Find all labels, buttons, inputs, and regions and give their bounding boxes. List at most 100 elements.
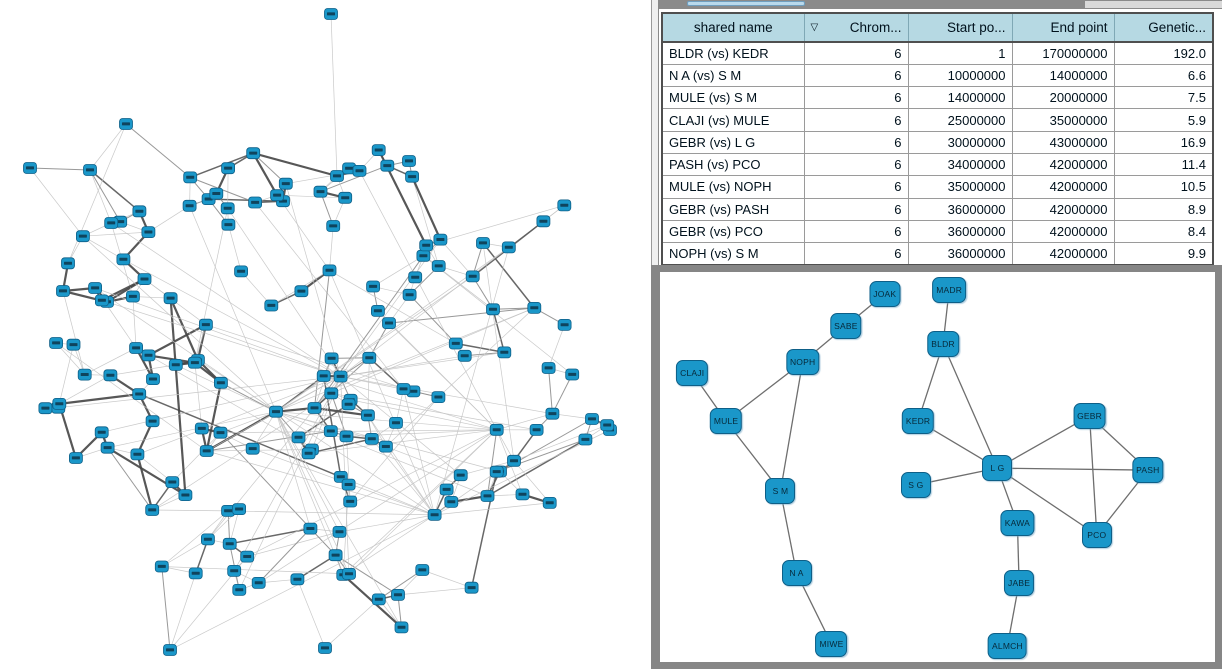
node-label-glyph	[548, 412, 557, 416]
edge	[220, 432, 336, 556]
edge	[276, 194, 330, 271]
table-row[interactable]: GEBR (vs) PCO 6 36000000 42000000 8.4	[661, 219, 1214, 244]
edge	[84, 347, 137, 375]
node-label-glyph	[345, 572, 353, 576]
node-label-glyph	[97, 298, 106, 302]
node-label-glyph	[346, 499, 355, 503]
node-label-glyph	[326, 429, 335, 433]
node-label-glyph	[190, 361, 199, 365]
node-label-glyph	[336, 475, 345, 479]
node-gebr[interactable]: GEBR	[1073, 402, 1107, 429]
edge-noph-sm[interactable]	[779, 361, 804, 492]
column-header-end-point[interactable]: End point	[1011, 12, 1115, 43]
node-joak[interactable]: JOAK	[869, 280, 901, 307]
node-label-glyph	[367, 437, 376, 441]
node-label-glyph	[331, 553, 340, 557]
table-row[interactable]: PASH (vs) PCO 6 34000000 42000000 11.4	[661, 152, 1214, 177]
full-network-edges	[29, 13, 611, 651]
node-label-glyph	[369, 284, 378, 288]
table-cell: 5.9	[1113, 108, 1214, 132]
node-label-glyph	[166, 648, 174, 652]
table-row[interactable]: N A (vs) S M 6 10000000 14000000 6.6	[661, 63, 1214, 88]
edge	[340, 239, 441, 377]
node-pco[interactable]: PCO	[1081, 521, 1112, 548]
column-header-chrom---[interactable]: ▽ Chrom...	[803, 12, 909, 43]
node-sabe[interactable]: SABE	[830, 312, 862, 339]
node-jabe[interactable]: JABE	[1004, 569, 1035, 596]
node-label-glyph	[383, 164, 392, 168]
top-scrollbar-strip[interactable]	[659, 0, 1222, 9]
edge	[55, 342, 207, 452]
table-row[interactable]: MULE (vs) S M 6 14000000 20000000 7.5	[661, 86, 1214, 110]
node-label-glyph	[504, 245, 513, 249]
node-label-glyph	[394, 593, 402, 597]
node-almch[interactable]: ALMCH	[988, 633, 1027, 659]
edge-lg-pash[interactable]	[997, 467, 1148, 471]
table-cell: 42000000	[1011, 242, 1115, 266]
table-row[interactable]: MULE (vs) NOPH 6 35000000 42000000 10.5	[661, 175, 1214, 199]
full-network-panel[interactable]	[0, 0, 651, 669]
node-label-glyph	[133, 452, 142, 456]
subnetwork-canvas[interactable]: JOAK MADR SABE BLDR NOPH CLAJI MULE KEDR GEBR L G…	[660, 272, 1215, 662]
edge	[308, 438, 372, 455]
node-claji[interactable]: CLAJI	[676, 360, 709, 386]
column-header-shared-name[interactable]: shared name	[661, 12, 805, 43]
table-row[interactable]: GEBR (vs) L G 6 30000000 43000000 16.9	[661, 130, 1214, 154]
node-pash[interactable]: PASH	[1132, 457, 1164, 484]
node-miwe[interactable]: MIWE	[815, 631, 848, 658]
edge	[324, 599, 380, 649]
scrollbar-thumb[interactable]	[687, 1, 805, 6]
node-label-glyph	[203, 537, 212, 541]
node-kedr[interactable]: KEDR	[901, 407, 935, 434]
filter-icon[interactable]: ▽	[810, 21, 819, 33]
table-row[interactable]: CLAJI (vs) MULE 6 25000000 35000000 5.9	[661, 108, 1214, 132]
node-label-glyph	[144, 230, 153, 234]
node-label-glyph	[381, 445, 390, 448]
edge	[434, 471, 497, 516]
node-sg[interactable]: S G	[900, 471, 931, 498]
node-label-glyph	[335, 530, 344, 534]
edge	[335, 554, 399, 596]
column-label: Chrom...	[849, 20, 902, 35]
edge	[161, 566, 171, 651]
node-na[interactable]: N A	[781, 560, 812, 587]
edge	[423, 255, 573, 375]
edge	[297, 579, 326, 649]
full-network-canvas[interactable]	[0, 0, 651, 669]
node-lg[interactable]: L G	[982, 455, 1013, 482]
edge	[330, 393, 347, 437]
edge	[470, 471, 498, 588]
edge	[331, 307, 535, 394]
node-noph[interactable]: NOPH	[785, 349, 820, 376]
node-label-glyph	[212, 192, 221, 195]
node-bldr[interactable]: BLDR	[927, 331, 959, 358]
column-header-genetic---[interactable]: Genetic...	[1113, 12, 1214, 43]
node-label-glyph	[191, 571, 200, 575]
table-cell: 192.0	[1113, 41, 1214, 65]
node-sm[interactable]: S M	[765, 478, 796, 505]
edge	[329, 225, 334, 271]
edge-lg-pco[interactable]	[997, 467, 1098, 536]
edge-bldr-lg[interactable]	[942, 343, 999, 469]
table-header-row: shared name ▽ Chrom... Start po... End point…	[661, 12, 1214, 43]
column-header-start-po---[interactable]: Start po...	[907, 12, 1013, 43]
edge-gebr-pco[interactable]	[1088, 415, 1098, 535]
edge	[138, 393, 342, 478]
table-cell: 6	[803, 197, 909, 221]
edge	[125, 123, 191, 178]
table-row[interactable]: NOPH (vs) S M 6 36000000 42000000 9.9	[661, 242, 1214, 266]
edge	[252, 152, 338, 178]
table-row[interactable]: GEBR (vs) PASH 6 36000000 42000000 8.9	[661, 197, 1214, 221]
edge-sm-na[interactable]	[779, 491, 798, 574]
table-cell: 7.5	[1113, 86, 1214, 110]
node-label-glyph	[422, 243, 431, 247]
node-mule[interactable]: MULE	[709, 407, 743, 434]
node-kawa[interactable]: KAWA	[1000, 510, 1035, 537]
node-madr[interactable]: MADR	[932, 276, 967, 303]
edge	[492, 309, 506, 353]
table-cell: 35000000	[1011, 108, 1115, 132]
edge	[228, 510, 435, 516]
table-row[interactable]: BLDR (vs) KEDR 6 1 170000000 192.0	[661, 41, 1214, 65]
scrollbar-segment[interactable]	[1085, 1, 1222, 8]
node-label-glyph	[545, 501, 554, 505]
